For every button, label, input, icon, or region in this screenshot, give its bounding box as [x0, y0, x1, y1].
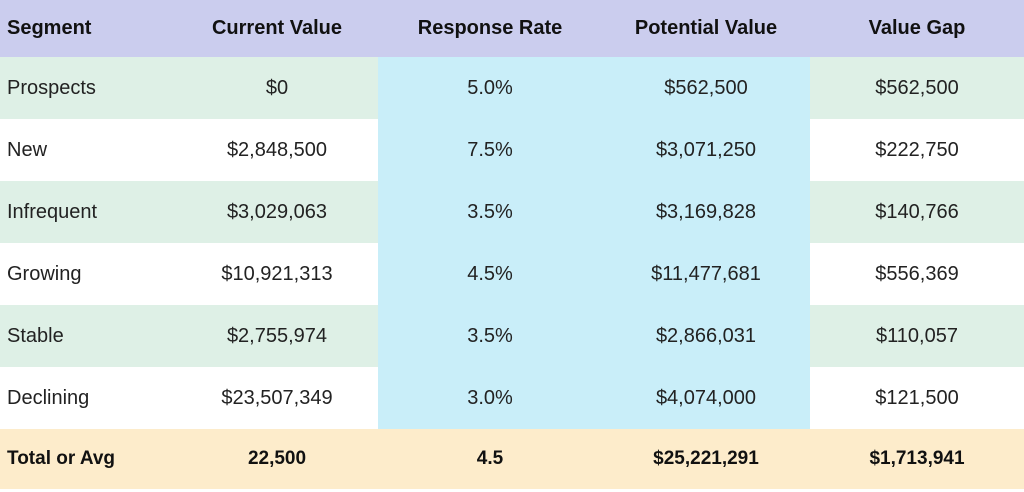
cell-potential-value: $11,477,681 [602, 243, 810, 305]
cell-value-gap: $562,500 [810, 57, 1024, 119]
total-potential-value: $25,221,291 [602, 429, 810, 489]
table-row: New $2,848,500 7.5% $3,071,250 $222,750 [0, 119, 1024, 181]
table-row: Growing $10,921,313 4.5% $11,477,681 $55… [0, 243, 1024, 305]
total-row: Total or Avg 22,500 4.5 $25,221,291 $1,7… [0, 429, 1024, 489]
cell-response-rate: 4.5% [378, 243, 602, 305]
table-row: Stable $2,755,974 3.5% $2,866,031 $110,0… [0, 305, 1024, 367]
cell-segment: Infrequent [0, 181, 176, 243]
cell-potential-value: $3,071,250 [602, 119, 810, 181]
cell-response-rate: 3.5% [378, 181, 602, 243]
header-current-value: Current Value [176, 0, 378, 57]
cell-current-value: $23,507,349 [176, 367, 378, 429]
cell-response-rate: 7.5% [378, 119, 602, 181]
cell-value-gap: $110,057 [810, 305, 1024, 367]
cell-segment: Growing [0, 243, 176, 305]
cell-value-gap: $556,369 [810, 243, 1024, 305]
cell-current-value: $0 [176, 57, 378, 119]
cell-segment: Declining [0, 367, 176, 429]
cell-current-value: $10,921,313 [176, 243, 378, 305]
table-row: Infrequent $3,029,063 3.5% $3,169,828 $1… [0, 181, 1024, 243]
cell-potential-value: $3,169,828 [602, 181, 810, 243]
header-response-rate: Response Rate [378, 0, 602, 57]
cell-potential-value: $2,866,031 [602, 305, 810, 367]
total-value-gap: $1,713,941 [810, 429, 1024, 489]
cell-response-rate: 3.5% [378, 305, 602, 367]
cell-current-value: $3,029,063 [176, 181, 378, 243]
cell-value-gap: $140,766 [810, 181, 1024, 243]
cell-segment: Prospects [0, 57, 176, 119]
header-segment: Segment [0, 0, 176, 57]
cell-segment: Stable [0, 305, 176, 367]
header-potential-value: Potential Value [602, 0, 810, 57]
cell-response-rate: 3.0% [378, 367, 602, 429]
total-response-rate: 4.5 [378, 429, 602, 489]
table-row: Prospects $0 5.0% $562,500 $562,500 [0, 57, 1024, 119]
cell-potential-value: $4,074,000 [602, 367, 810, 429]
cell-value-gap: $121,500 [810, 367, 1024, 429]
cell-current-value: $2,848,500 [176, 119, 378, 181]
total-current-value: 22,500 [176, 429, 378, 489]
header-value-gap: Value Gap [810, 0, 1024, 57]
table-row: Declining $23,507,349 3.0% $4,074,000 $1… [0, 367, 1024, 429]
cell-potential-value: $562,500 [602, 57, 810, 119]
cell-current-value: $2,755,974 [176, 305, 378, 367]
header-row: Segment Current Value Response Rate Pote… [0, 0, 1024, 57]
cell-segment: New [0, 119, 176, 181]
total-segment: Total or Avg [0, 429, 176, 489]
cell-value-gap: $222,750 [810, 119, 1024, 181]
cell-response-rate: 5.0% [378, 57, 602, 119]
